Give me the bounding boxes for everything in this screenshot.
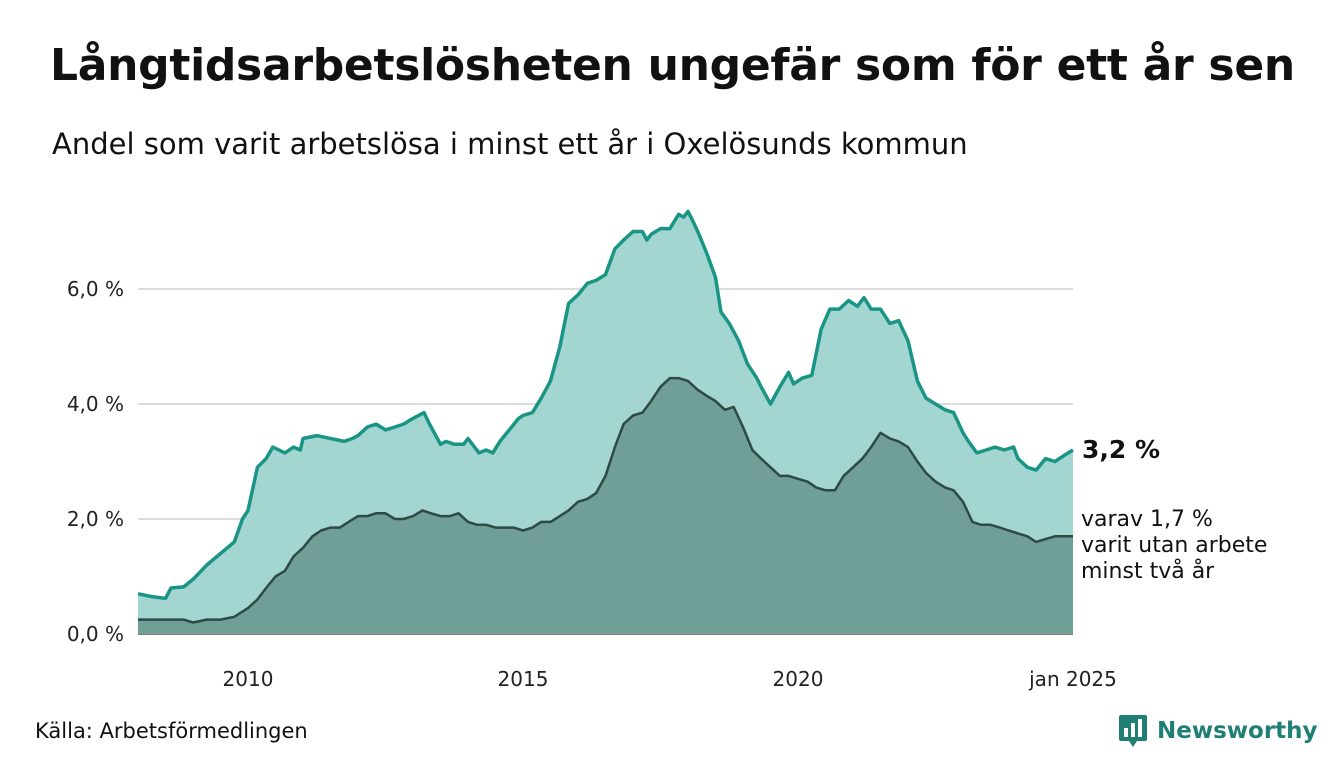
y-tick-label: 2,0 % — [67, 507, 124, 531]
total-value-label: 3,2 % — [1082, 435, 1160, 464]
sub-value-label: varav 1,7 % — [1081, 507, 1213, 532]
x-tick-label: 2015 — [498, 667, 549, 691]
x-tick-label: 2010 — [223, 667, 274, 691]
line-two_years — [138, 376, 1073, 624]
series-areas — [137, 209, 1074, 634]
line-total — [137, 209, 1074, 601]
y-tick-label: 6,0 % — [67, 277, 124, 301]
chart-subtitle: Andel som varit arbetslösa i minst ett å… — [52, 127, 968, 161]
x-tick-label: jan 2025 — [1028, 667, 1117, 691]
x-axis: 2010 2015 2020 jan 2025 — [223, 667, 1117, 691]
area-two_years — [138, 378, 1073, 634]
newsworthy-logo-icon — [1119, 715, 1147, 747]
y-tick-label: 0,0 % — [67, 622, 124, 646]
x-tick-label: 2020 — [773, 667, 824, 691]
brand-logo: Newsworthy — [1118, 713, 1318, 749]
source-note: Källa: Arbetsförmedlingen — [35, 719, 308, 743]
brand-name: Newsworthy — [1157, 718, 1318, 744]
y-tick-label: 4,0 % — [67, 392, 124, 416]
sub-value-label: varit utan arbete — [1081, 533, 1267, 558]
chart-title: Långtidsarbetslösheten ungefär som för e… — [50, 40, 1295, 91]
sub-value-label: minst två år — [1081, 558, 1215, 584]
y-axis: 0,0 % 2,0 % 4,0 % 6,0 % — [67, 277, 124, 646]
